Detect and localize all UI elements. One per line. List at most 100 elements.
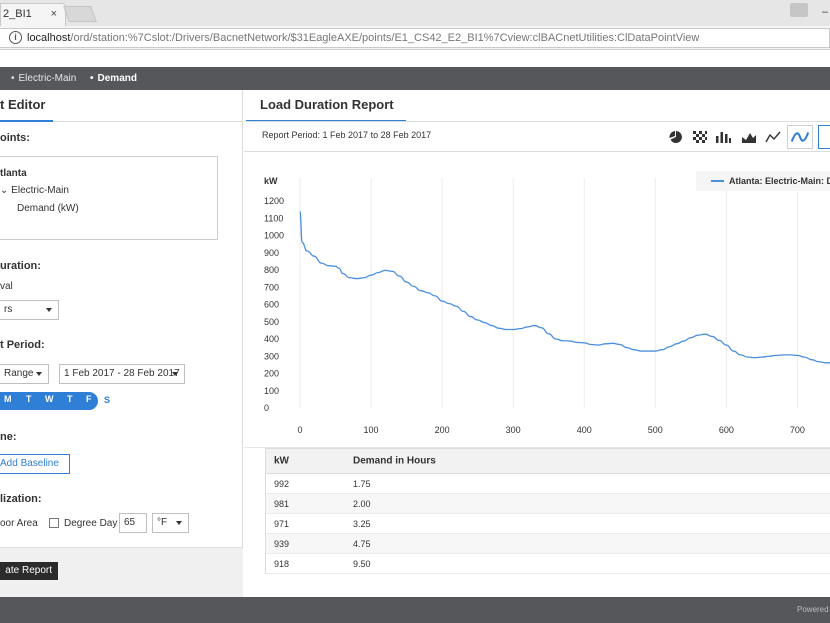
tab-report-editor[interactable]: t Editor [0,90,53,122]
table-header-row: kW Demand in Hours [266,448,830,474]
load-duration-chart: 0 100 200 300 400 500 600 700 1200 1100 1000 900 800… [244,152,830,448]
cell-kw: 992 [274,478,290,489]
y-tick-label: 300 [264,351,279,361]
cell-kw: 971 [274,518,290,529]
cell-hours: 9.50 [353,558,371,569]
minimize-icon[interactable]: – [822,6,829,18]
y-axis-label: kW [264,176,278,186]
demand-table: kW Demand in Hours 992 1.75 981 2.00 971… [265,448,830,574]
temperature-unit-value: °F [157,517,168,528]
tab-load-duration-report[interactable]: Load Duration Report [246,90,406,122]
column-header-kw[interactable]: kW [274,455,289,467]
day-saturday[interactable]: S [104,395,111,405]
y-tick-label: 1000 [264,231,284,241]
url-text: localhost/ord/station:%7Cslot:/Drivers/B… [27,32,699,44]
powered-by-text: Powered [797,605,829,614]
line-chart-icon[interactable] [765,130,781,144]
cell-kw: 918 [274,558,290,569]
degree-day-checkbox[interactable] [49,518,59,528]
app-footer: Powered [0,597,830,623]
close-tab-icon[interactable]: × [50,8,57,20]
x-tick-label: 0 [297,425,302,435]
tree-node-electric-main-label: Electric-Main [11,185,69,196]
day-monday[interactable]: M [4,394,12,404]
report-panel: Load Duration Report Report Period: 1 Fe… [244,90,830,597]
url-field[interactable]: i localhost/ord/station:%7Cslot:/Drivers… [0,28,830,48]
editor-footer: ate Report [0,547,243,597]
degree-value-input[interactable]: 65 [119,513,147,533]
y-tick-label: 100 [264,386,279,396]
interval-select[interactable]: rs [0,300,59,320]
normalization-label: lization: [0,493,42,505]
y-tick-label: 700 [264,282,279,292]
tree-node-atlanta[interactable]: tlanta [0,168,27,179]
heatmap-chart-icon[interactable] [692,130,708,144]
table-row: 981 2.00 [266,494,830,514]
cell-hours: 3.25 [353,518,371,529]
y-tick-label: 0 [264,403,269,413]
baseline-label: ne: [0,431,17,443]
url-host: localhost [27,32,71,44]
day-friday[interactable]: F [86,394,92,404]
chart-svg: 0 100 200 300 400 500 600 700120011001000900800… [264,171,830,435]
report-period-row: Report Period: 1 Feb 2017 to 28 Feb 2017 [244,122,830,152]
report-editor-panel: t Editor oints: tlanta ⌄ Electric-Main D… [0,90,243,597]
y-tick-label: 1200 [264,196,284,206]
y-tick-label: 1100 [264,213,283,223]
range-type-select[interactable]: Range [0,364,49,384]
bar-chart-icon[interactable] [715,130,731,144]
tab-divider [244,121,830,122]
x-tick-label: 200 [435,425,450,435]
y-tick-label: 800 [264,265,279,275]
browser-tab[interactable]: 2_BI1 × [0,3,66,26]
cell-kw: 939 [274,538,290,549]
tree-node-demand[interactable]: Demand (kW) [17,203,79,214]
date-range-value: 1 Feb 2017 - 28 Feb 2017 [64,368,180,379]
day-tuesday[interactable]: T [26,394,32,404]
pie-chart-icon[interactable] [668,130,684,144]
degree-day-label: Degree Day [64,518,118,529]
report-period-label: t Period: [0,339,45,351]
x-tick-label: 400 [577,425,592,435]
chevron-down-icon[interactable]: ⌄ [0,185,12,196]
area-chart-icon[interactable] [741,130,757,144]
tree-node-electric-main[interactable]: ⌄ Electric-Main [0,185,69,196]
column-header-demand-hours[interactable]: Demand in Hours [353,455,436,467]
y-tick-label: 900 [264,248,279,258]
browser-tab-title: 2_BI1 [3,8,32,20]
temperature-unit-select[interactable]: °F [152,513,189,533]
cell-hours: 2.00 [353,498,371,509]
legend-entry: Atlanta: Electric-Main: D [729,176,830,186]
table-row: 992 1.75 [266,474,830,494]
export-button[interactable] [818,125,830,149]
y-tick-label: 600 [264,300,279,310]
new-tab-button[interactable] [63,6,97,22]
add-baseline-button[interactable]: Add Baseline [0,454,70,474]
y-tick-label: 200 [264,369,279,379]
cell-hours: 4.75 [353,538,371,549]
cell-kw: 981 [274,498,290,509]
breadcrumb-electric-main[interactable]: Electric-Main [11,73,77,84]
date-range-select[interactable]: 1 Feb 2017 - 28 Feb 2017 [59,364,185,384]
caret-down-icon [36,372,42,376]
breadcrumb-demand[interactable]: Demand [90,73,137,84]
editor-tab-row: t Editor [0,90,243,122]
table-row: 971 3.25 [266,514,830,534]
cell-hours: 1.75 [353,478,371,489]
report-period-text: Report Period: 1 Feb 2017 to 28 Feb 2017 [262,130,432,140]
smooth-line-chart-icon[interactable] [787,125,813,149]
generate-report-button[interactable]: ate Report [0,562,58,580]
points-tree: tlanta ⌄ Electric-Main Demand (kW) [0,156,218,240]
table-row: 939 4.75 [266,534,830,554]
profile-icon[interactable] [790,3,808,17]
weekday-selector: M T W T F [0,392,98,410]
legend-box [696,171,830,191]
caret-down-icon [172,372,178,376]
info-icon[interactable]: i [9,31,22,44]
table-row: 918 9.50 [266,554,830,574]
url-path: /ord/station:%7Cslot:/Drivers/BacnetNetw… [70,32,700,44]
caret-down-icon [176,521,182,525]
day-thursday[interactable]: T [67,394,73,404]
app-header: Electric-Main Demand [0,67,830,90]
day-wednesday[interactable]: W [45,394,54,404]
